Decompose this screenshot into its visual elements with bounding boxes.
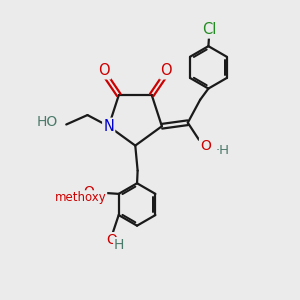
Text: O: O [160, 63, 172, 78]
Text: O: O [99, 63, 110, 78]
Text: H: H [114, 238, 124, 252]
Text: O: O [106, 233, 117, 247]
Text: O: O [200, 139, 211, 153]
Text: O: O [83, 185, 94, 200]
Text: HO: HO [37, 115, 58, 129]
Text: ·H: ·H [215, 145, 229, 158]
Text: N: N [103, 119, 114, 134]
Text: H: H [44, 116, 54, 130]
Text: methoxy: methoxy [55, 191, 106, 204]
Text: Cl: Cl [202, 22, 217, 38]
